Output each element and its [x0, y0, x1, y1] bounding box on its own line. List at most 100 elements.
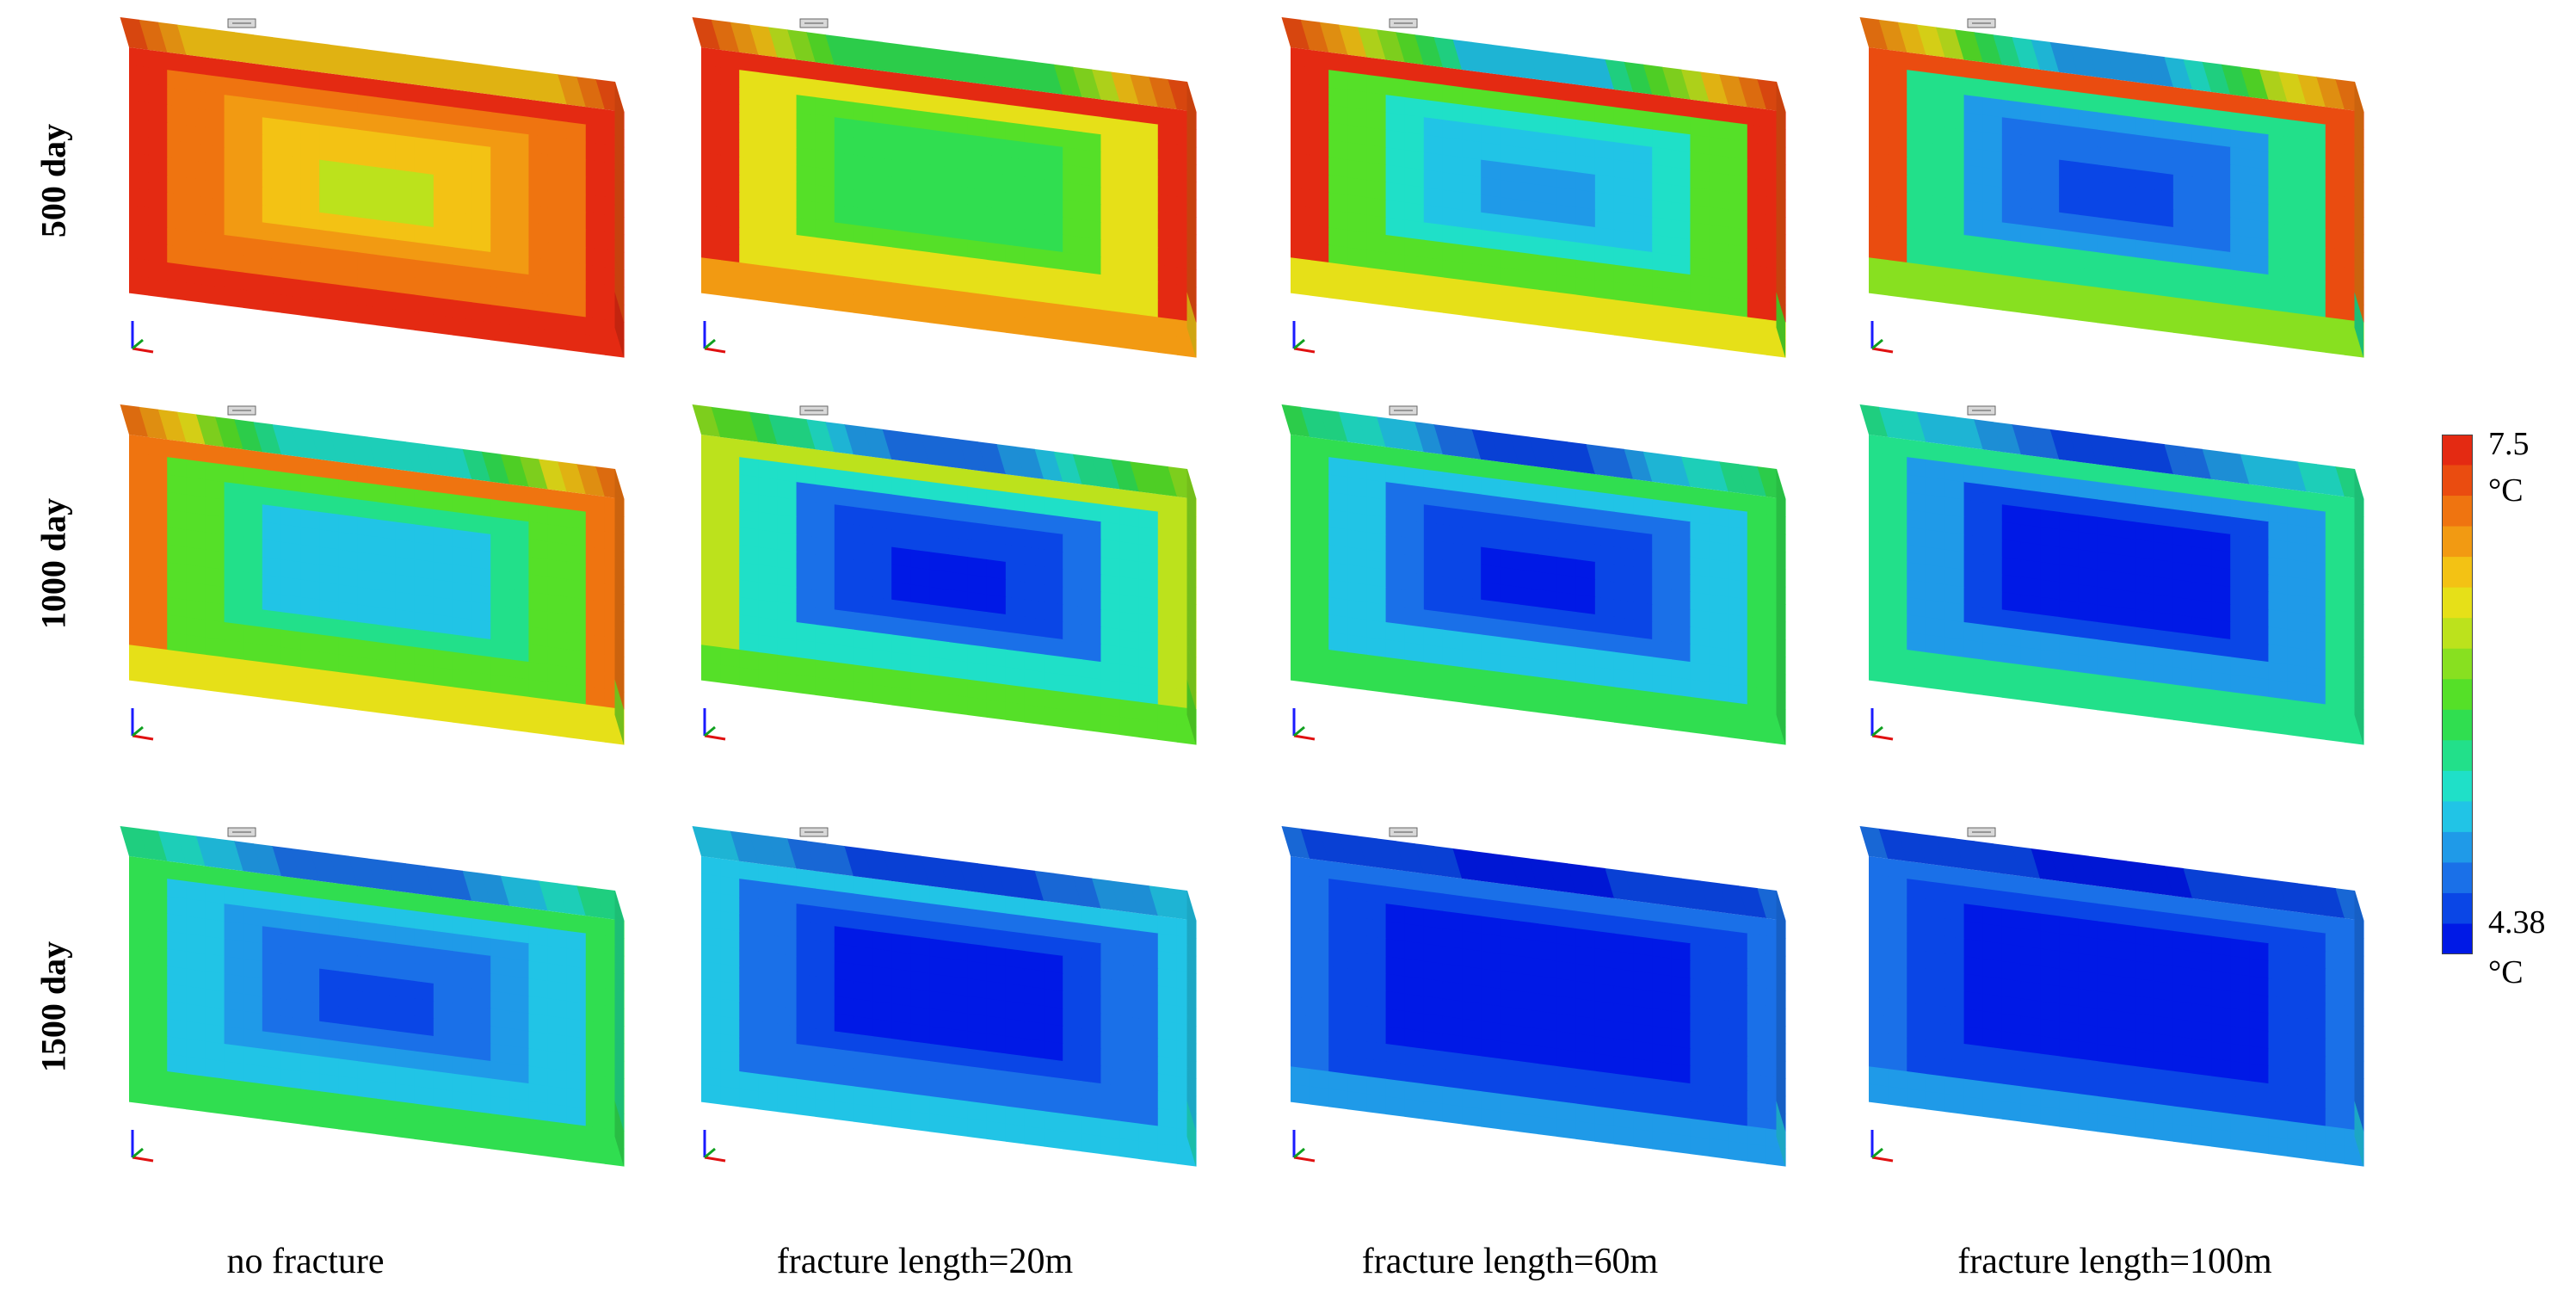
temperature-cell: [280, 928, 301, 949]
temperature-top-cell: [1149, 464, 1178, 497]
temperature-cell: [1063, 1026, 1082, 1047]
temperature-cell: [1082, 272, 1102, 293]
temperature-cell: [2078, 197, 2098, 219]
temperature-cell: [224, 1078, 244, 1100]
temperature-cell: [2078, 637, 2098, 658]
temperature-cell: [1138, 262, 1159, 283]
temperature-cell: [357, 569, 378, 590]
temperature-cell: [2135, 908, 2155, 929]
temperature-cell: [2020, 524, 2041, 546]
temperature-cell: [1100, 960, 1121, 982]
temperature-cell: [1404, 554, 1425, 576]
temperature-cell: [376, 202, 397, 223]
temperature-cell: [2306, 666, 2326, 688]
temperature-cell: [1423, 205, 1444, 225]
temperature-cell: [1926, 282, 1946, 304]
temperature-cell: [815, 79, 835, 101]
temperature-cell: [2020, 664, 2041, 686]
temperature-cell: [1690, 309, 1710, 330]
temperature-cell: [167, 667, 187, 688]
temperature-cell: [1310, 67, 1329, 89]
temperature-cell: [929, 552, 950, 573]
temperature-cell: [1024, 477, 1045, 497]
temperature-cell: [167, 474, 187, 496]
temperature-cell: [1157, 950, 1178, 972]
temperature-cell: [1633, 601, 1653, 623]
temperature-cell: [1747, 1108, 1767, 1130]
temperature-cell: [376, 993, 397, 1015]
temperature-cell: [1633, 1093, 1653, 1114]
temperature-cell: [2191, 634, 2212, 656]
temperature-cell: [1157, 299, 1178, 321]
temperature-cell: [910, 1040, 930, 1062]
temperature-cell: [1442, 84, 1463, 106]
temperature-cell: [1575, 242, 1596, 263]
temperature-cell: [1024, 229, 1045, 250]
temperature-cell: [224, 1061, 244, 1083]
temperature-cell: [2116, 888, 2136, 910]
temperature-cell: [1500, 162, 1519, 183]
temperature-cell: [243, 537, 263, 558]
temperature-cell: [891, 124, 911, 145]
temperature-cell: [395, 1048, 416, 1070]
temperature-cell: [834, 134, 854, 156]
temperature-cell: [2325, 687, 2345, 708]
temperature-cell: [2211, 900, 2231, 922]
temperature-cell: [186, 599, 206, 620]
temperature-cell: [2249, 536, 2270, 558]
temperature-cell: [1728, 684, 1748, 706]
temperature-cell: [1005, 965, 1026, 987]
temperature-cell: [1100, 327, 1121, 349]
temperature-cell: [2135, 170, 2155, 191]
temperature-cell: [1082, 607, 1102, 628]
temperature-top-cell: [1357, 27, 1387, 60]
temperature-cell: [2230, 709, 2250, 731]
temperature-cell: [1385, 990, 1406, 1012]
temperature-cell: [1100, 521, 1121, 543]
temperature-top-cell: [844, 846, 873, 879]
temperature-cell: [2268, 557, 2289, 577]
temperature-cell: [986, 998, 1007, 1020]
temperature-cell: [948, 149, 969, 170]
temperature-cell: [2059, 1108, 2079, 1130]
temperature-cell: [1671, 519, 1692, 540]
temperature-cell: [1709, 1068, 1729, 1089]
temperature-cell: [1671, 306, 1692, 328]
temperature-cell: [967, 99, 988, 120]
temperature-cell: [2001, 1048, 2022, 1070]
temperature-cell: [338, 918, 358, 940]
temperature-cell: [262, 469, 282, 490]
temperature-cell: [1347, 1091, 1368, 1113]
temperature-cell: [834, 1048, 854, 1070]
temperature-cell: [566, 209, 587, 231]
temperature-cell: [395, 978, 416, 1000]
temperature-cell: [433, 1036, 453, 1057]
temperature-cell: [1063, 305, 1082, 325]
temperature-cell: [452, 247, 472, 268]
temperature-cell: [2306, 262, 2326, 283]
temperature-cell: [796, 499, 817, 521]
temperature-cell: [1347, 477, 1368, 498]
temperature-cell: [2172, 227, 2193, 248]
temperature-cell: [2059, 107, 2079, 128]
temperature-cell: [948, 1098, 969, 1120]
temperature-side-cell: [1186, 1013, 1196, 1062]
temperature-cell: [1690, 1031, 1710, 1052]
temperature-cell: [2287, 928, 2308, 949]
temperature-cell: [490, 112, 510, 133]
temperature-cell: [2191, 1038, 2212, 1059]
temperature-cell: [1500, 302, 1519, 324]
temperature-cell: [1944, 145, 1965, 166]
temperature-cell: [1291, 521, 1310, 543]
temperature-cell: [948, 167, 969, 188]
temperature-cell: [319, 494, 339, 515]
temperature-cell: [720, 910, 740, 932]
temperature-cell: [1709, 664, 1729, 685]
temperature-cell: [815, 132, 835, 153]
temperature-cell: [1500, 1023, 1519, 1045]
temperature-cell: [129, 645, 149, 666]
temperature-cell: [1869, 452, 1889, 473]
temperature-cell: [300, 104, 320, 126]
temperature-cell: [2268, 591, 2289, 613]
temperature-cell: [1594, 667, 1615, 688]
